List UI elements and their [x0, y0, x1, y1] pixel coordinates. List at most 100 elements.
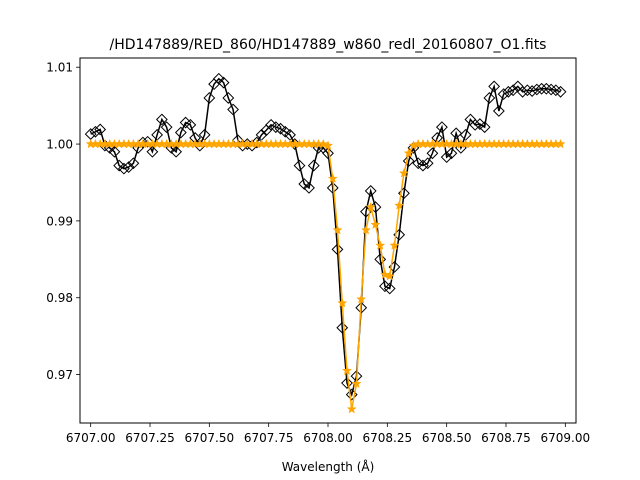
series-0-point [298, 178, 311, 190]
series-0-point [492, 105, 505, 117]
series-0-point [160, 121, 173, 134]
series-0-point [274, 122, 287, 135]
series-0-point [450, 127, 463, 140]
x-axis-ticks: 6707.00 6707.25 6707.50 6707.75 6708.00 6708.… [66, 423, 590, 445]
series-1-point [356, 293, 367, 304]
series-0-point [141, 135, 154, 148]
series-0-point [203, 92, 216, 104]
series-0-point [402, 155, 415, 167]
series-1-point [332, 224, 343, 235]
x-tick-label: 6707.50 [185, 431, 235, 445]
axes-frame [79, 57, 577, 424]
x-tick-label: 6709.00 [541, 431, 591, 445]
series-1-point [394, 200, 405, 210]
series-0-point [227, 103, 239, 116]
series-0-point [516, 85, 529, 98]
series-0-point [502, 85, 515, 98]
series-0-point [222, 92, 235, 104]
series-0-point [526, 85, 539, 97]
y-tick-label: 0.99 [46, 214, 73, 228]
series-0-point [322, 147, 334, 160]
series-0-point [417, 159, 429, 172]
series-0-point [113, 159, 126, 172]
series-0-point [445, 147, 458, 160]
series-1-point [346, 403, 357, 414]
series-1-point [555, 138, 566, 149]
x-tick-label: 6708.75 [481, 431, 531, 445]
series-0-point [545, 83, 557, 96]
series-0-point [303, 181, 315, 194]
series-0-point [170, 145, 183, 158]
series-0-point [398, 187, 410, 200]
series-0-point [217, 76, 230, 89]
series-0-point [127, 157, 140, 170]
x-tick-label: 6708.00 [303, 431, 353, 445]
series-1-point [341, 365, 353, 376]
series-0-point [279, 125, 292, 138]
x-axis-label: Wavelength (Å) [282, 459, 375, 474]
series-1-point [322, 140, 334, 150]
series-0-point [521, 84, 534, 97]
series-0-point [469, 118, 482, 131]
series-1-point [375, 240, 386, 250]
y-tick-label: 1.00 [46, 138, 73, 152]
series-0-point [426, 147, 439, 160]
series-0-point [331, 243, 344, 256]
series-0-point [436, 121, 448, 134]
series-0-point [94, 123, 107, 136]
series-1-point [379, 269, 391, 279]
series-0-point [184, 118, 197, 131]
series-0-point [212, 72, 225, 85]
x-tick-label: 6708.50 [422, 431, 472, 445]
series-0-point [421, 157, 434, 170]
series-0-point [146, 145, 159, 158]
series-0-point [535, 82, 548, 95]
series-0-point [336, 321, 349, 334]
series-0-point [89, 125, 102, 138]
series-0-point [507, 84, 520, 97]
series-0-point [108, 145, 121, 158]
series-0-point [341, 377, 353, 389]
series-0-point [530, 83, 543, 96]
series-1 [85, 138, 566, 414]
series-1-point [365, 201, 376, 212]
series-0-point [307, 159, 320, 172]
series-1-point [370, 219, 381, 230]
series-0-point [122, 161, 135, 174]
series-0-point [136, 136, 149, 149]
y-tick-label: 0.97 [46, 368, 73, 382]
series-0-point [473, 118, 486, 130]
chart-title: /HD147889/RED_860/HD147889_w860_redl_201… [110, 37, 547, 53]
series-0-point [326, 181, 339, 194]
series-0-point [155, 113, 168, 126]
series-0-point [117, 162, 130, 175]
y-tick-label: 0.98 [46, 291, 73, 305]
series-0-point [383, 282, 396, 295]
series-0-point [497, 88, 510, 101]
series-1-point [318, 138, 329, 149]
series-0-point [554, 85, 567, 98]
series-0-point [250, 136, 263, 149]
x-tick-label: 6707.00 [66, 431, 116, 445]
series-0-point [478, 121, 491, 134]
series-0-point [488, 80, 501, 93]
series-0-point [440, 151, 453, 164]
series-1-point [403, 147, 414, 158]
y-tick-label: 1.01 [46, 61, 73, 75]
series-0-point [483, 92, 496, 104]
series-0-point [355, 301, 368, 314]
x-tick-label: 6707.75 [244, 431, 294, 445]
y-axis-ticks: 0.97 0.98 0.99 1.00 1.01 [46, 61, 80, 382]
series-0-point [540, 82, 553, 95]
series-1-point [384, 270, 395, 281]
series-1-point [351, 378, 362, 389]
x-tick-label: 6708.25 [363, 431, 413, 445]
series-0-point [364, 185, 377, 197]
series-1-point [398, 167, 409, 178]
x-tick-label: 6707.25 [125, 431, 175, 445]
series-0-point [293, 159, 306, 172]
plot-area [84, 72, 567, 414]
series-1-point [337, 297, 348, 308]
